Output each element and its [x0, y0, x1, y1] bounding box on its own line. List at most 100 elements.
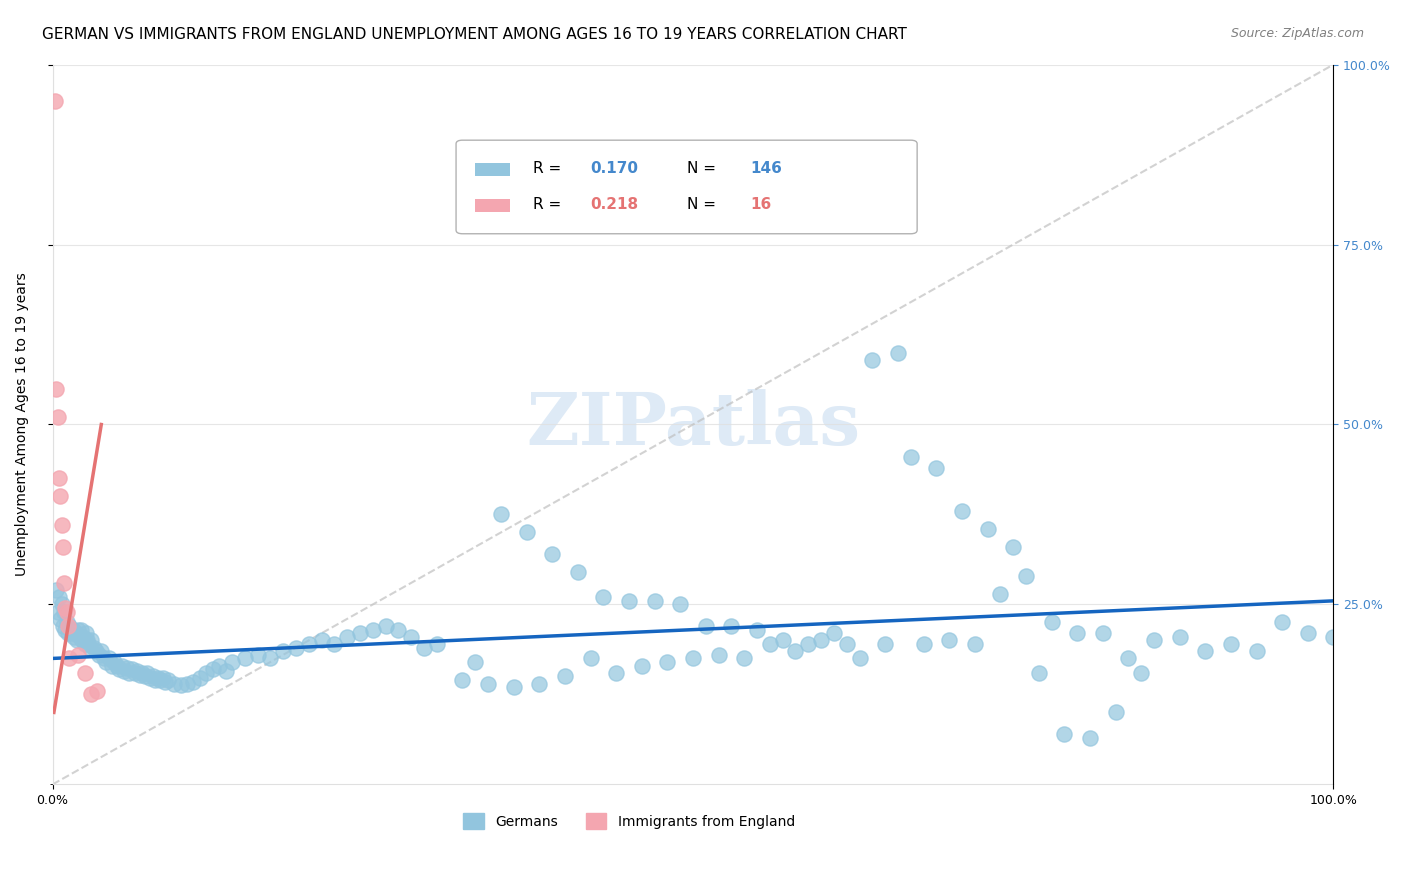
Point [100, 658, 122, 673]
Point [657, 655, 679, 669]
Point [80, 633, 103, 648]
Point [56, 619, 79, 633]
Point [163, 676, 186, 690]
Point [477, 676, 499, 690]
Point [1322, 630, 1344, 644]
Point [118, 665, 141, 680]
Point [52, 540, 75, 554]
Point [143, 673, 166, 687]
Point [707, 648, 730, 662]
Text: R =: R = [533, 161, 567, 177]
Point [835, 637, 858, 651]
Y-axis label: Unemployment Among Ages 16 to 19 years: Unemployment Among Ages 16 to 19 years [15, 273, 30, 576]
Point [44, 94, 66, 108]
Point [617, 594, 640, 608]
Point [208, 658, 231, 673]
Point [98, 651, 121, 665]
Point [70, 633, 93, 648]
Point [93, 651, 115, 665]
Point [75, 626, 97, 640]
Point [134, 669, 156, 683]
Point [682, 651, 704, 665]
Point [45, 382, 67, 396]
Point [515, 525, 537, 540]
Point [170, 678, 193, 692]
Point [121, 662, 143, 676]
Text: N =: N = [686, 197, 720, 212]
Point [1130, 665, 1153, 680]
Point [60, 626, 83, 640]
Point [58, 619, 80, 633]
FancyBboxPatch shape [475, 163, 510, 176]
Text: 0.218: 0.218 [591, 197, 638, 212]
Point [188, 671, 211, 685]
Point [1296, 626, 1319, 640]
Point [759, 637, 782, 651]
Point [72, 630, 94, 644]
Point [45, 582, 67, 597]
Point [156, 673, 179, 687]
Point [128, 668, 150, 682]
Point [214, 664, 236, 678]
Point [669, 598, 692, 612]
Point [84, 644, 107, 658]
Point [131, 665, 153, 680]
Point [271, 644, 294, 658]
Point [797, 637, 820, 651]
Point [49, 612, 72, 626]
Text: Source: ZipAtlas.com: Source: ZipAtlas.com [1230, 27, 1364, 40]
Point [963, 637, 986, 651]
Text: ZIPatlas: ZIPatlas [526, 389, 860, 460]
Text: 16: 16 [751, 197, 772, 212]
Point [127, 664, 149, 678]
Point [111, 658, 134, 673]
Point [53, 575, 76, 590]
Point [938, 633, 960, 648]
Point [62, 623, 84, 637]
Point [67, 623, 90, 637]
Point [1028, 665, 1050, 680]
Point [1015, 568, 1038, 582]
Point [1040, 615, 1063, 630]
Point [1194, 644, 1216, 658]
Point [53, 605, 76, 619]
Point [201, 662, 224, 676]
Point [86, 683, 108, 698]
Point [103, 655, 125, 669]
Point [976, 522, 998, 536]
Point [451, 673, 474, 687]
Point [413, 640, 436, 655]
Point [1271, 615, 1294, 630]
Point [772, 633, 794, 648]
Point [69, 623, 91, 637]
Point [399, 630, 422, 644]
Point [58, 651, 80, 665]
Point [48, 471, 70, 485]
Point [875, 637, 897, 651]
Point [55, 605, 77, 619]
Point [785, 644, 807, 658]
Point [1143, 633, 1166, 648]
Point [925, 460, 948, 475]
Point [464, 655, 486, 669]
Point [66, 633, 89, 648]
Point [1002, 540, 1025, 554]
Point [55, 601, 77, 615]
Point [246, 648, 269, 662]
Point [149, 673, 172, 687]
Point [73, 665, 96, 680]
Point [567, 565, 589, 579]
Point [52, 619, 75, 633]
Legend: Germans, Immigrants from England: Germans, Immigrants from England [457, 807, 800, 835]
Point [374, 619, 396, 633]
Point [298, 637, 321, 651]
Point [912, 637, 935, 651]
Point [105, 658, 128, 673]
Text: 0.170: 0.170 [591, 161, 638, 177]
Point [176, 676, 198, 690]
Point [1246, 644, 1268, 658]
Point [592, 591, 614, 605]
Point [48, 591, 70, 605]
Point [349, 626, 371, 640]
Text: R =: R = [533, 197, 567, 212]
